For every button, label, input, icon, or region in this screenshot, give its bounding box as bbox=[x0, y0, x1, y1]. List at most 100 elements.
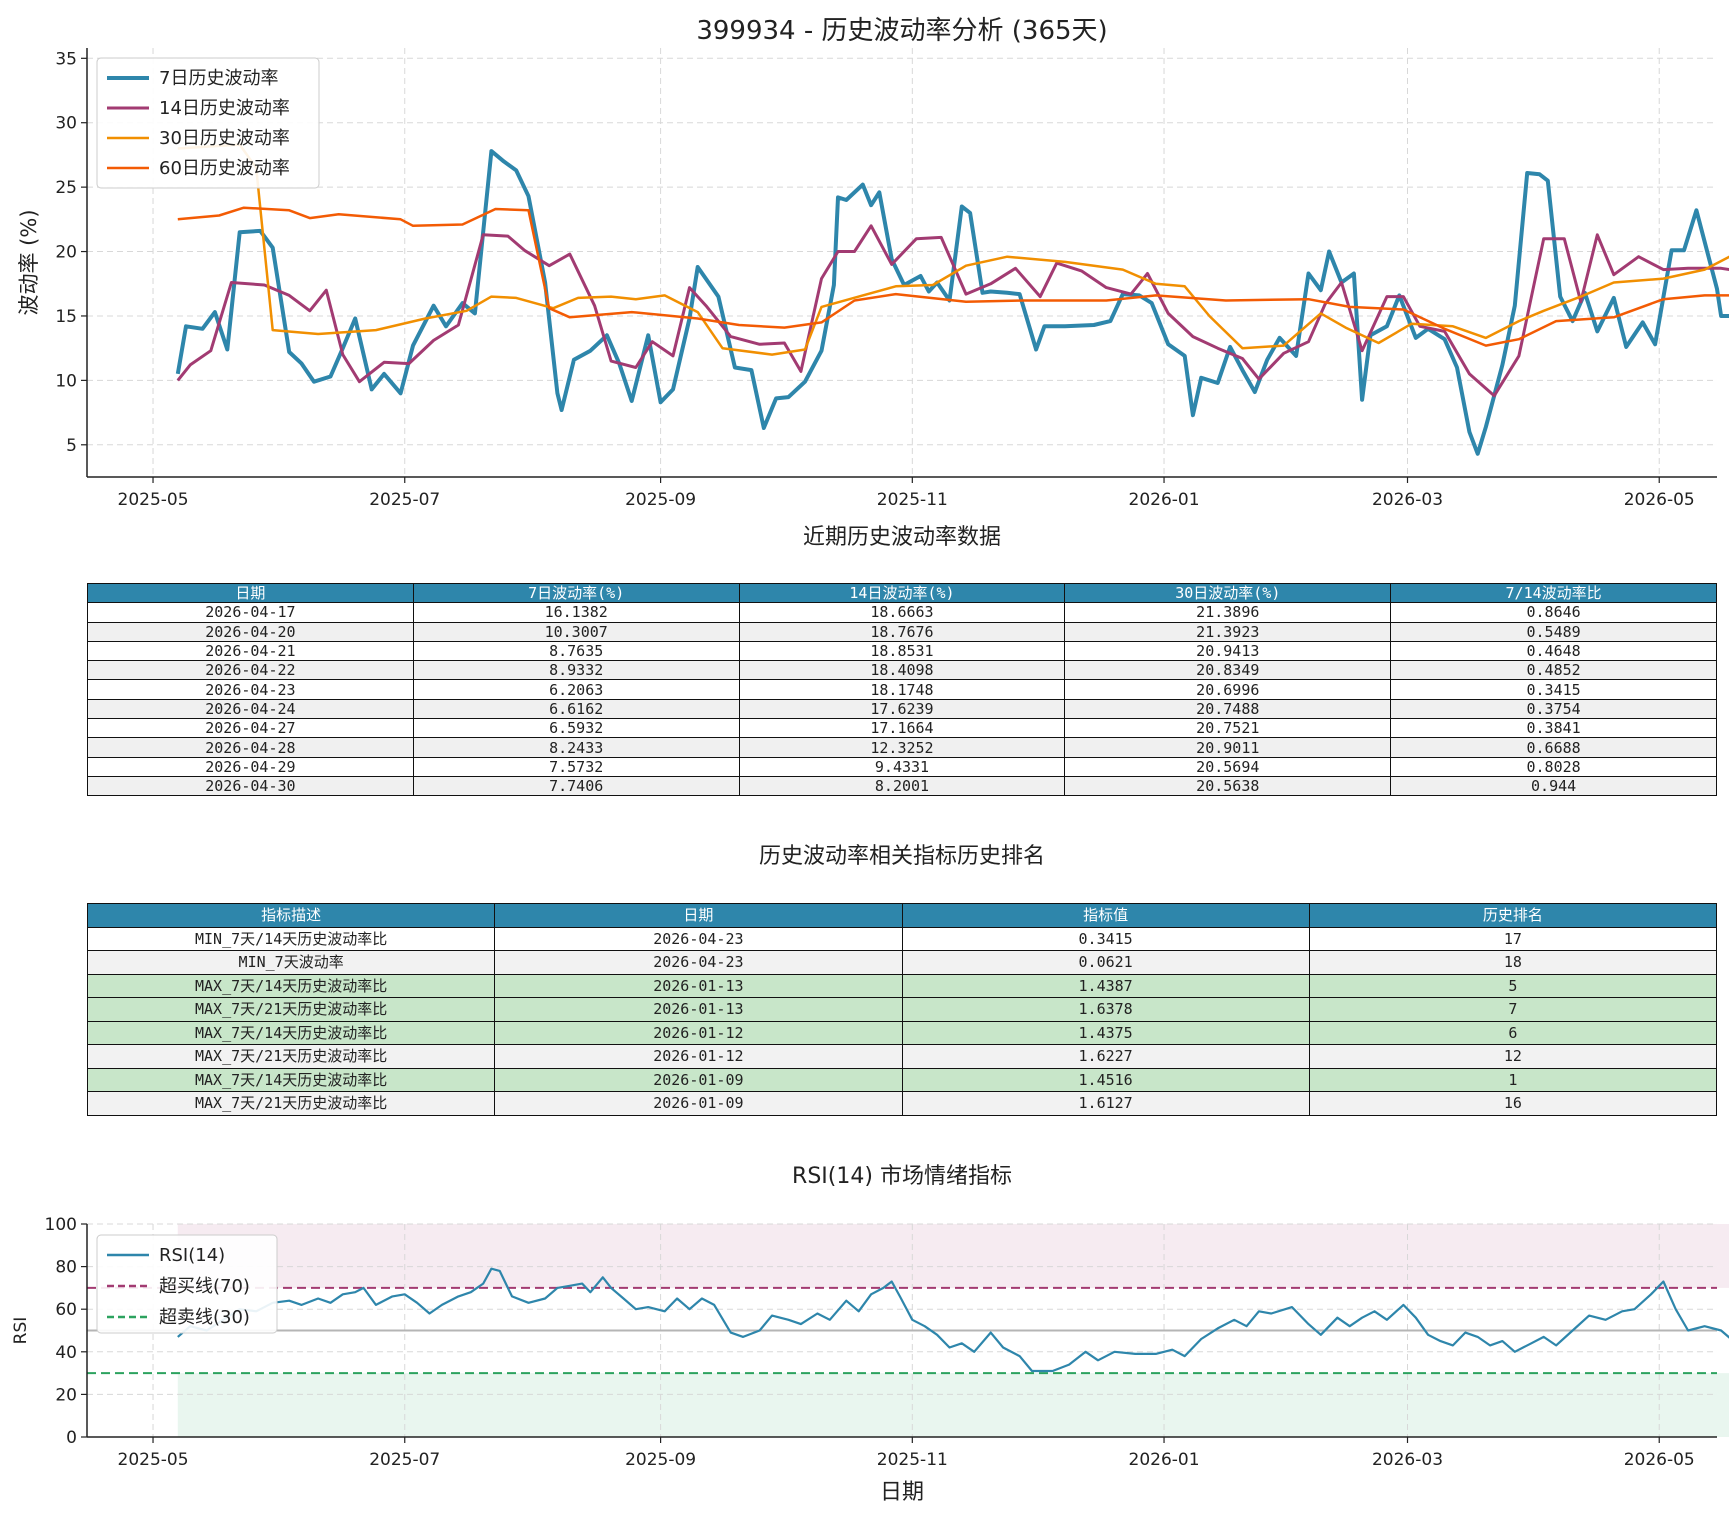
x-tick-label: 2025-09 bbox=[625, 1450, 696, 1470]
table-row: MIN_7天波动率 2026-04-23 0.0621 18 bbox=[86, 950, 1718, 975]
table-cell: 2026-04-23 bbox=[494, 926, 903, 951]
table-row: 2026-04-29 7.5732 9.4331 20.5694 0.8028 bbox=[87, 756, 1717, 777]
table-cell: 18.6663 bbox=[738, 602, 1066, 623]
y-tick-label: 40 bbox=[55, 1343, 77, 1363]
table-cell: 0.5489 bbox=[1390, 621, 1717, 642]
table-cell: 20.5638 bbox=[1064, 775, 1392, 797]
column-header: 7/14波动率比 bbox=[1390, 582, 1717, 604]
table-cell: 1.6127 bbox=[901, 1091, 1310, 1116]
legend-label-1: 7日历史波动率 bbox=[159, 68, 278, 89]
table-cell: 8.2001 bbox=[738, 775, 1066, 797]
column-header: 14日波动率(%) bbox=[738, 582, 1066, 604]
table-cell: 20.7521 bbox=[1064, 718, 1392, 739]
legend-label-3: 30日历史波动率 bbox=[159, 128, 290, 149]
table-cell: 6.2063 bbox=[412, 679, 740, 700]
legend-box bbox=[96, 57, 320, 189]
overbought-zone bbox=[177, 1224, 1729, 1288]
table-cell: 21.3896 bbox=[1064, 602, 1392, 623]
table-row: MAX_7天/14天历史波动率比 2026-01-12 1.4375 6 bbox=[86, 1020, 1718, 1045]
table-row: MAX_7天/21天历史波动率比 2026-01-09 1.6127 16 bbox=[86, 1091, 1718, 1116]
table-cell: 2026-01-13 bbox=[494, 973, 903, 998]
column-header: 7日波动率(%) bbox=[412, 582, 740, 604]
x-tick-label: 2025-11 bbox=[877, 1450, 948, 1470]
y-tick-label: 20 bbox=[55, 1385, 77, 1405]
table-cell: 0.4648 bbox=[1390, 640, 1717, 662]
y-tick-label: 0 bbox=[66, 1428, 77, 1448]
y-tick-label: 15 bbox=[55, 307, 77, 327]
y-axis-label: 波动率 (%) bbox=[17, 209, 41, 315]
table-cell: 8.9332 bbox=[412, 660, 740, 681]
table-cell: 20.9413 bbox=[1064, 640, 1392, 662]
table-cell: 16 bbox=[1308, 1091, 1718, 1116]
table-cell: 12 bbox=[1308, 1044, 1718, 1069]
column-header: 指标值 bbox=[901, 903, 1310, 928]
table-cell: 2026-04-20 bbox=[87, 621, 414, 642]
x-tick-label: 2026-05 bbox=[1624, 490, 1695, 510]
table-row: MIN_7天/14天历史波动率比 2026-04-23 0.3415 17 bbox=[86, 926, 1718, 951]
table-cell: 0.8646 bbox=[1390, 602, 1717, 623]
table-row: 2026-04-24 6.6162 17.6239 20.7488 0.3754 bbox=[87, 698, 1717, 720]
table-cell: MAX_7天/14天历史波动率比 bbox=[86, 1067, 496, 1092]
legend-label-1: RSI(14) bbox=[159, 1245, 225, 1266]
table-cell: 6 bbox=[1308, 1020, 1718, 1045]
table-cell: 21.3923 bbox=[1064, 621, 1392, 642]
table-cell: 7 bbox=[1308, 997, 1718, 1022]
column-header: 30日波动率(%) bbox=[1064, 582, 1392, 604]
y-tick-label: 100 bbox=[45, 1215, 77, 1235]
table-header-row: 日期 7日波动率(%) 14日波动率(%) 30日波动率(%) 7/14波动率比 bbox=[87, 582, 1717, 604]
series-line-4 bbox=[177, 206, 1729, 347]
x-tick-label: 2025-05 bbox=[118, 1450, 189, 1470]
table-cell: 1.4387 bbox=[901, 973, 1310, 998]
table-cell: 0.8028 bbox=[1390, 756, 1717, 777]
table-row: 2026-04-17 16.1382 18.6663 21.3896 0.8646 bbox=[87, 602, 1717, 623]
legend-label-3: 超卖线(30) bbox=[159, 1307, 250, 1328]
table-cell: 1.6378 bbox=[901, 997, 1310, 1022]
y-tick-label: 30 bbox=[55, 114, 77, 134]
table-cell: 1 bbox=[1308, 1067, 1718, 1092]
legend-label-4: 60日历史波动率 bbox=[159, 158, 290, 179]
table-cell: 1.4516 bbox=[901, 1067, 1310, 1092]
volatility-chart-title: 399934 - 历史波动率分析 (365天) bbox=[696, 16, 1108, 46]
series-line-3 bbox=[177, 143, 1729, 356]
table-row: 2026-04-30 7.7406 8.2001 20.5638 0.944 bbox=[87, 775, 1717, 797]
y-tick-label: 20 bbox=[55, 243, 77, 263]
table-cell: 10.3007 bbox=[412, 621, 740, 642]
series-line-1 bbox=[175, 149, 1729, 456]
chart-legend: 7日历史波动率 14日历史波动率 30日历史波动率 60日历史波动率 bbox=[96, 57, 320, 189]
table-cell: 2026-04-22 bbox=[87, 660, 414, 681]
table-row: MAX_7天/21天历史波动率比 2026-01-13 1.6378 7 bbox=[86, 997, 1718, 1022]
table-cell: 0.944 bbox=[1390, 775, 1717, 797]
table-cell: MIN_7天波动率 bbox=[86, 950, 496, 975]
table-cell: 0.3415 bbox=[1390, 679, 1717, 700]
x-axis-label: 日期 bbox=[880, 1480, 924, 1505]
table-cell: 0.3415 bbox=[901, 926, 1310, 951]
table-cell: 2026-04-29 bbox=[87, 756, 414, 777]
x-tick-label: 2026-01 bbox=[1129, 490, 1200, 510]
rsi-chart-title: RSI(14) 市场情绪指标 bbox=[792, 1164, 1012, 1189]
table-cell: 8.7635 bbox=[412, 640, 740, 662]
table-row: MAX_7天/21天历史波动率比 2026-01-12 1.6227 12 bbox=[86, 1044, 1718, 1069]
legend-label-2: 超买线(70) bbox=[159, 1276, 250, 1297]
table-cell: MAX_7天/21天历史波动率比 bbox=[86, 1091, 496, 1116]
x-tick-label: 2026-01 bbox=[1129, 1450, 1200, 1470]
table-cell: 2026-04-27 bbox=[87, 718, 414, 739]
table-cell: 2026-01-09 bbox=[494, 1091, 903, 1116]
ranking-table-title: 历史波动率相关指标历史排名 bbox=[758, 844, 1045, 869]
recent-volatility-table: 日期 7日波动率(%) 14日波动率(%) 30日波动率(%) 7/14波动率比 202… bbox=[87, 582, 1717, 797]
legend-label-2: 14日历史波动率 bbox=[159, 98, 290, 119]
table-cell: 2026-01-12 bbox=[494, 1020, 903, 1045]
y-tick-label: 5 bbox=[66, 436, 77, 456]
table-cell: 2026-04-28 bbox=[87, 737, 414, 758]
table-cell: 7.7406 bbox=[412, 775, 740, 797]
column-header: 历史排名 bbox=[1308, 903, 1718, 928]
table-cell: 18.7676 bbox=[738, 621, 1066, 642]
table-row: MAX_7天/14天历史波动率比 2026-01-13 1.4387 5 bbox=[86, 973, 1718, 998]
table-cell: MAX_7天/14天历史波动率比 bbox=[86, 1020, 496, 1045]
table-cell: 8.2433 bbox=[412, 737, 740, 758]
recent-volatility-table-title: 近期历史波动率数据 bbox=[802, 525, 1001, 550]
x-tick-label: 2025-11 bbox=[877, 490, 948, 510]
oversold-zone bbox=[177, 1373, 1729, 1437]
table-cell: 0.3754 bbox=[1390, 698, 1717, 720]
table-cell: MAX_7天/21天历史波动率比 bbox=[86, 997, 496, 1022]
table-cell: 17.6239 bbox=[738, 698, 1066, 720]
